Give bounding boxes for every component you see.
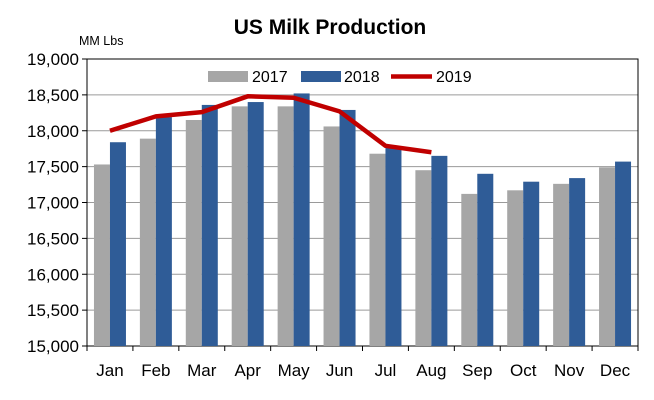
bar-2017-jul (369, 153, 386, 346)
bar-2017-feb (139, 138, 156, 346)
bar-2017-may (277, 106, 294, 346)
x-axis-ticks: Jan Feb Mar Apr May Jun Jul Aug Sep Oct Nov Dec (86, 346, 639, 380)
x-tick-label-mar: Mar (187, 361, 217, 380)
bar-series (93, 93, 632, 347)
bar-2018-apr (247, 102, 264, 346)
x-tick-label-jan: Jan (96, 361, 123, 380)
legend: 2017 2018 2019 (208, 69, 472, 86)
y-tick-label-17500: 17,500 (27, 158, 79, 177)
bar-2017-nov (553, 183, 570, 346)
x-tick-label-oct: Oct (510, 361, 537, 380)
x-tick-label-jun: Jun (326, 361, 353, 380)
legend-label-2018: 2018 (344, 69, 380, 86)
bar-2017-mar (185, 119, 202, 346)
x-tick-label-jul: Jul (375, 361, 397, 380)
x-tick-label-feb: Feb (141, 361, 170, 380)
bar-2018-mar (201, 104, 218, 346)
bar-2018-nov (569, 178, 586, 346)
bar-2018-may (293, 93, 310, 346)
y-tick-label-19000: 19,000 (27, 50, 79, 69)
x-tick-label-aug: Aug (416, 361, 446, 380)
bar-2018-jan (109, 142, 126, 346)
bar-2017-oct (507, 190, 524, 346)
y-tick-label-16500: 16,500 (27, 229, 79, 248)
bar-2018-oct (523, 181, 540, 346)
x-tick-label-apr: Apr (234, 361, 261, 380)
y-tick-label-17000: 17,000 (27, 194, 79, 213)
bar-2017-dec (599, 167, 616, 346)
y-tick-label-15000: 15,000 (27, 337, 79, 356)
legend-label-2017: 2017 (252, 69, 288, 86)
bar-2018-aug (431, 155, 448, 346)
bar-2017-apr (231, 106, 248, 346)
x-tick-label-dec: Dec (600, 361, 631, 380)
bar-2017-jan (93, 164, 110, 346)
legend-swatch-2018 (301, 71, 341, 82)
line-2019 (109, 94, 432, 155)
y-axis-ticks: 15,000 15,500 16,000 16,500 17,000 17,500 18,0… (27, 50, 87, 356)
x-tick-label-may: May (278, 361, 311, 380)
y-tick-label-18000: 18,000 (27, 122, 79, 141)
bar-2018-jun (339, 109, 356, 346)
y-tick-label-16000: 16,000 (27, 265, 79, 284)
legend-label-2019: 2019 (436, 69, 472, 86)
x-tick-label-nov: Nov (554, 361, 585, 380)
x-tick-label-sep: Sep (462, 361, 492, 380)
bar-2018-feb (155, 117, 172, 347)
line-series (109, 94, 432, 155)
chart-title: US Milk Production (234, 16, 427, 39)
bar-2018-jul (385, 147, 402, 346)
bar-2017-sep (461, 193, 478, 346)
bar-2017-jun (323, 126, 340, 346)
bar-2018-dec (615, 161, 632, 346)
legend-swatch-2017 (208, 71, 248, 82)
y-tick-label-18500: 18,500 (27, 86, 79, 105)
y-axis-unit-label: MM Lbs (79, 34, 123, 48)
bar-2018-sep (477, 173, 494, 346)
y-tick-label-15500: 15,500 (27, 301, 79, 320)
bar-2017-aug (415, 170, 432, 346)
